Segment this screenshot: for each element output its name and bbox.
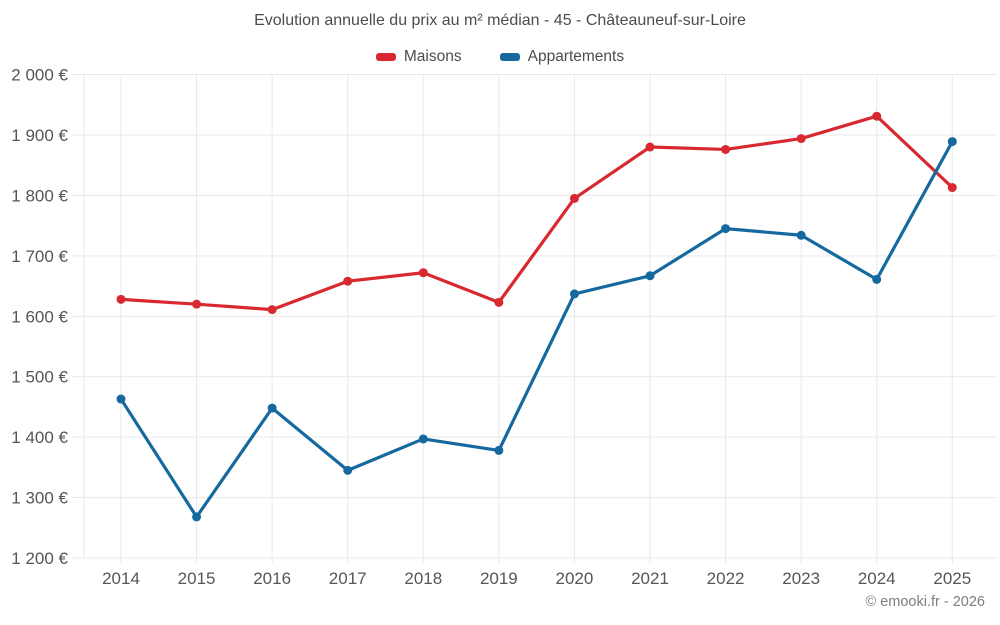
data-point-appartements-2025[interactable]: [947, 137, 957, 147]
data-point-appartements-2020[interactable]: [569, 289, 579, 299]
x-tick-label-2014: 2014: [102, 569, 140, 588]
x-tick-label-2015: 2015: [178, 569, 216, 588]
data-point-appartements-2017[interactable]: [343, 465, 353, 475]
x-tick-label-2017: 2017: [329, 569, 367, 588]
x-tick-label-2019: 2019: [480, 569, 518, 588]
x-tick-label-2023: 2023: [782, 569, 820, 588]
data-point-maisons-2022[interactable]: [721, 144, 731, 154]
data-point-maisons-2019[interactable]: [494, 297, 504, 307]
data-point-appartements-2021[interactable]: [645, 271, 655, 281]
data-point-maisons-2023[interactable]: [796, 134, 806, 144]
series-line-appartements: [119, 139, 954, 519]
y-tick-label-1900: 1 900 €: [11, 126, 68, 145]
data-point-maisons-2025[interactable]: [947, 183, 957, 193]
data-point-maisons-2020[interactable]: [569, 193, 579, 203]
data-point-maisons-2015[interactable]: [192, 299, 202, 309]
data-point-maisons-2017[interactable]: [343, 276, 353, 286]
data-point-appartements-2014[interactable]: [116, 394, 126, 404]
legend-label-appartements: Appartements: [527, 48, 625, 65]
data-point-maisons-2021[interactable]: [645, 142, 655, 152]
y-tick-label-1400: 1 400 €: [11, 428, 68, 447]
appartements-series-swatch-icon: [499, 53, 520, 61]
data-point-maisons-2024[interactable]: [872, 111, 882, 121]
y-tick-label-1700: 1 700 €: [11, 247, 68, 266]
data-point-appartements-2023[interactable]: [796, 230, 806, 240]
data-point-appartements-2019[interactable]: [494, 445, 504, 455]
watermark: © emooki.fr - 2026: [865, 594, 985, 610]
chart-title: Evolution annuelle du prix au m² médian …: [254, 12, 746, 29]
y-tick-label-1800: 1 800 €: [11, 186, 68, 205]
legend-item-appartements[interactable]: Appartements: [499, 48, 625, 66]
x-tick-label-2025: 2025: [933, 569, 971, 588]
x-tick-label-2022: 2022: [707, 569, 745, 588]
x-tick-label-2016: 2016: [253, 569, 291, 588]
data-point-maisons-2014[interactable]: [116, 294, 126, 304]
data-point-appartements-2015[interactable]: [192, 512, 202, 522]
data-point-appartements-2024[interactable]: [872, 274, 882, 284]
y-tick-label-1600: 1 600 €: [11, 307, 68, 326]
x-tick-label-2021: 2021: [631, 569, 669, 588]
data-point-maisons-2018[interactable]: [418, 268, 428, 278]
data-point-maisons-2016[interactable]: [267, 305, 277, 315]
y-tick-label-2000: 2 000 €: [11, 66, 68, 85]
y-tick-label-1500: 1 500 €: [11, 368, 68, 387]
y-tick-label-1300: 1 300 €: [11, 489, 68, 508]
series-line-maisons: [119, 114, 954, 312]
x-tick-label-2018: 2018: [404, 569, 442, 588]
x-tick-label-2024: 2024: [858, 569, 896, 588]
data-point-appartements-2022[interactable]: [721, 224, 731, 234]
y-tick-label-1200: 1 200 €: [11, 549, 68, 568]
data-point-appartements-2016[interactable]: [267, 403, 277, 413]
maisons-series-swatch-icon: [375, 53, 396, 61]
legend-item-maisons[interactable]: Maisons: [375, 48, 462, 66]
x-tick-label-2020: 2020: [556, 569, 594, 588]
legend-label-maisons: Maisons: [403, 48, 462, 65]
data-point-appartements-2018[interactable]: [418, 434, 428, 444]
chart-legend: Maisons Appartements: [0, 46, 1000, 68]
